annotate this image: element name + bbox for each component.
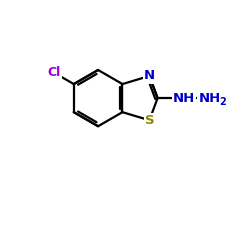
Text: N: N: [144, 70, 155, 82]
Text: NH: NH: [173, 92, 196, 104]
Text: NH: NH: [198, 92, 221, 104]
Text: S: S: [144, 114, 154, 127]
Text: Cl: Cl: [48, 66, 61, 79]
Text: 2: 2: [219, 97, 226, 107]
